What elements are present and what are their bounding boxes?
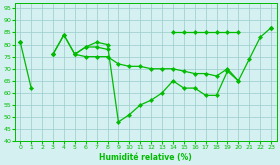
X-axis label: Humidité relative (%): Humidité relative (%) — [99, 152, 192, 162]
